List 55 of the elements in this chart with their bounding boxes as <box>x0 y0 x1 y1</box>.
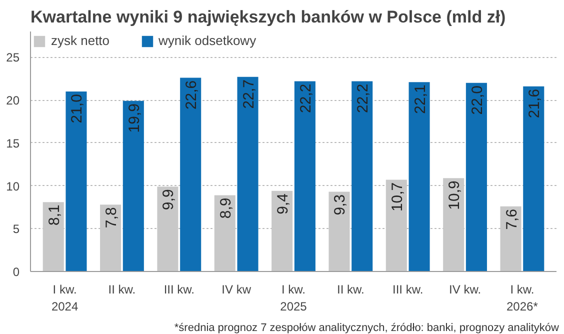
x-tick-label: II kw. <box>108 282 136 296</box>
y-tick-label: 20 <box>6 94 20 108</box>
legend-label: zysk netto <box>51 33 110 48</box>
x-tick-label: IV kw. <box>449 282 482 296</box>
data-label: 10,7 <box>388 182 406 212</box>
bar <box>294 81 316 272</box>
bar <box>157 186 178 272</box>
bar <box>386 180 407 272</box>
data-label: 19,9 <box>126 103 143 133</box>
bar <box>523 86 544 272</box>
data-label: 9,9 <box>160 189 178 210</box>
bar <box>466 82 487 272</box>
x-tick-label: I kw. 2026* <box>506 282 538 314</box>
data-label: 10,9 <box>446 180 464 210</box>
data-label: 8,1 <box>46 204 63 226</box>
bar <box>408 82 430 272</box>
chart-title: Kwartalne wyniki 9 największych banków w Polsce (mld zł) <box>30 8 506 26</box>
bar <box>328 192 350 272</box>
x-tick-label: III kw. <box>164 282 195 296</box>
x-tick-label: I kw. 2024 <box>51 282 78 314</box>
x-tick-label: I kw. 2025 <box>280 282 308 314</box>
data-label: 9,4 <box>274 193 292 214</box>
data-label: 22,1 <box>412 84 429 114</box>
y-tick-label: 10 <box>6 179 20 194</box>
bar <box>443 178 464 272</box>
bar <box>42 202 64 272</box>
y-tick-label: 25 <box>6 50 20 65</box>
y-tick-label: 0 <box>12 265 20 279</box>
bar <box>272 190 293 272</box>
bar <box>100 204 122 272</box>
y-tick-label: 15 <box>6 136 20 150</box>
x-tick-label: III kw. <box>392 282 424 296</box>
bar <box>214 195 236 272</box>
data-label: 9,3 <box>332 194 349 216</box>
data-label: 22,6 <box>183 80 200 110</box>
y-tick-label: 5 <box>12 222 20 236</box>
x-tick-label: II kw. <box>337 282 364 296</box>
data-label: 8,9 <box>217 198 234 219</box>
data-label: 22,0 <box>468 85 486 115</box>
bar <box>500 206 522 272</box>
x-tick-label: IV kw <box>222 282 252 296</box>
bar <box>237 76 258 272</box>
bar <box>122 100 144 272</box>
bar <box>180 78 202 272</box>
text: *średnia prognoz 7 zespołów analitycznych, źródło: banki, prognozy analityków <box>174 321 559 334</box>
data-label: 21,6 <box>526 88 544 118</box>
bar <box>352 81 373 272</box>
data-label: 7,6 <box>503 208 520 230</box>
data-label: 7,8 <box>103 207 120 228</box>
data-label: 22,2 <box>354 84 372 113</box>
bar <box>66 92 87 272</box>
data-label: 21,0 <box>68 94 86 124</box>
data-label: 22,2 <box>297 84 314 113</box>
data-label: 22,7 <box>240 79 258 109</box>
legend-label: wynik odsetkowy <box>158 33 256 48</box>
